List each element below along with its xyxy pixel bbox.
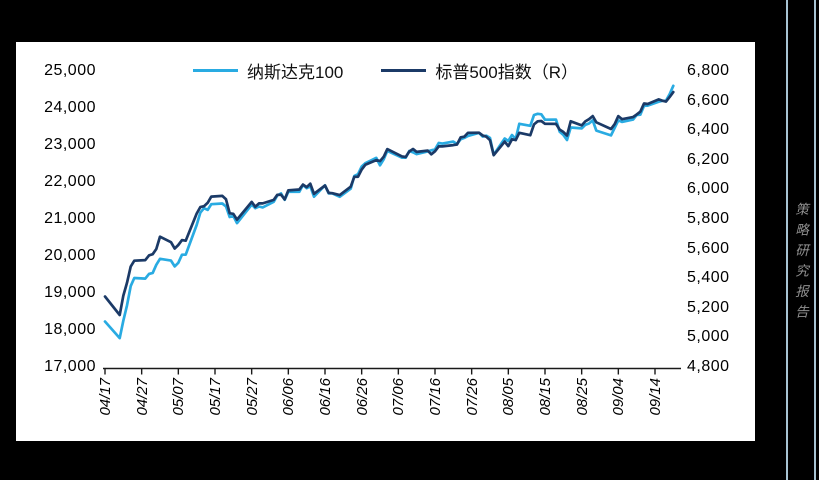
left-axis-tick-label: 22,000 (44, 173, 96, 190)
sp500-line-swatch-icon (381, 68, 427, 72)
right-axis-tick-label: 6,200 (687, 150, 730, 168)
left-axis-tick-label: 18,000 (44, 321, 96, 338)
chart-panel (16, 42, 755, 441)
legend-label-nasdaq100: 纳斯达克100 (246, 62, 344, 82)
left-axis-tick-label: 17,000 (44, 358, 96, 375)
right-axis-tick-label: 6,400 (687, 121, 730, 139)
left-axis-tick-label: 23,000 (44, 136, 96, 153)
nasdaq100-line-swatch-icon (192, 68, 238, 72)
chart-legend: 纳斯达克100 标普500指数（R） (16, 58, 755, 82)
legend-item-sp500: 标普500指数（R） (381, 58, 578, 83)
strip-vertical-text: 策略研究报告 (793, 202, 808, 325)
strip-rule-left (786, 0, 788, 480)
legend-label-sp500: 标普500指数（R） (435, 62, 578, 82)
right-axis-tick-label: 4,800 (687, 358, 730, 375)
left-axis-tick-label: 25,000 (44, 62, 96, 79)
right-axis-tick-label: 6,600 (687, 91, 730, 109)
left-axis-tick-label: 19,000 (44, 284, 96, 301)
strip-rule-right (814, 0, 816, 480)
right-axis-tick-label: 5,800 (687, 210, 730, 227)
left-axis-tick-label: 24,000 (44, 99, 96, 116)
left-axis-tick-label: 21,000 (44, 210, 96, 227)
legend-item-nasdaq100: 纳斯达克100 (192, 58, 344, 83)
right-axis-tick-label: 5,200 (687, 298, 730, 316)
right-axis-tick-label: 6,800 (687, 62, 730, 79)
right-axis-tick-label: 6,000 (687, 180, 730, 198)
right-axis-tick-label: 5,600 (687, 239, 730, 257)
right-axis-tick-label: 5,400 (687, 269, 730, 287)
nasdaq100-line (103, 84, 675, 340)
sp500-line (103, 90, 675, 317)
left-axis-tick-label: 20,000 (44, 247, 96, 264)
right-axis-tick-label: 5,000 (687, 328, 730, 346)
